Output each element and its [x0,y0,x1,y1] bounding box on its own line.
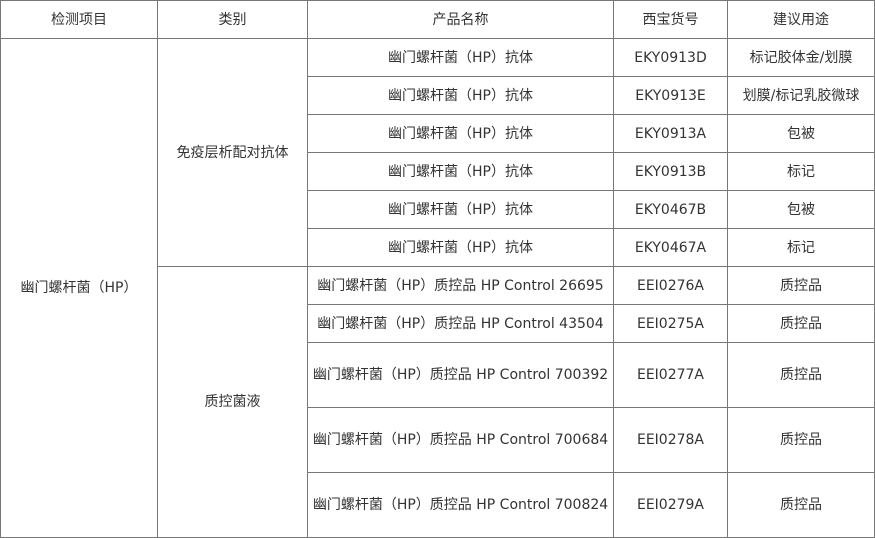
product-name: 幽门螺杆菌（HP）质控品 HP Control 26695 [307,266,614,305]
product-name: 幽门螺杆菌（HP）质控品 HP Control 43504 [307,304,614,343]
product-code: EEI0279A [613,472,728,538]
product-name: 幽门螺杆菌（HP）质控品 HP Control 700684 [307,407,614,473]
table-row: 幽门螺杆菌（HP）质控品 HP Control 700684 EEI0278A … [1,407,875,473]
table-row: 幽门螺杆菌（HP）质控品 HP Control 700824 EEI0279A … [1,472,875,538]
product-code: EEI0276A [613,266,728,305]
product-code: EKY0467B [613,190,728,229]
product-code: EKY0913E [613,76,728,115]
product-name: 幽门螺杆菌（HP）质控品 HP Control 700392 [307,342,614,408]
product-name: 幽门螺杆菌（HP）抗体 [307,228,614,267]
product-use: 标记胶体金/划膜 [727,38,875,77]
product-code: EEI0278A [613,407,728,473]
table-row: 幽门螺杆菌（HP）抗体 EKY0913A 包被 [1,114,875,153]
header-category: 类别 [157,0,308,39]
product-use: 包被 [727,114,875,153]
product-name: 幽门螺杆菌（HP）抗体 [307,152,614,191]
product-code: EKY0913B [613,152,728,191]
table-row: 幽门螺杆菌（HP）质控品 HP Control 43504 EEI0275A 质… [1,304,875,343]
category-cell: 质控菌液 [157,266,308,538]
product-use: 包被 [727,190,875,229]
product-name: 幽门螺杆菌（HP）抗体 [307,190,614,229]
table-row: 质控菌液 幽门螺杆菌（HP）质控品 HP Control 26695 EEI02… [1,266,875,538]
product-code: EKY0913A [613,114,728,153]
product-code: EEI0275A [613,304,728,343]
product-use: 质控品 [727,266,875,305]
product-name: 幽门螺杆菌（HP）质控品 HP Control 700824 [307,472,614,538]
product-name: 幽门螺杆菌（HP）抗体 [307,114,614,153]
detection-item-cell: 幽门螺杆菌（HP） [0,38,158,538]
product-code: EEI0277A [613,342,728,408]
header-detection-item: 检测项目 [0,0,158,39]
product-use: 标记 [727,152,875,191]
table-row: 幽门螺杆菌（HP）抗体 EKY0913B 标记 [1,152,875,191]
table-row: 幽门螺杆菌（HP）质控品 HP Control 700392 EEI0277A … [1,342,875,408]
product-use: 标记 [727,228,875,267]
header-product-name: 产品名称 [307,0,614,39]
product-code: EKY0913D [613,38,728,77]
table-row: 幽门螺杆菌（HP）抗体 EKY0913E 划膜/标记乳胶微球 [1,76,875,115]
table-row: 幽门螺杆菌（HP）抗体 EKY0467A 标记 [1,228,875,267]
header-code: 西宝货号 [613,0,728,39]
table-row: 幽门螺杆菌（HP）抗体 EKY0467B 包被 [1,190,875,229]
category-cell: 免疫层析配对抗体 [157,38,308,267]
product-name: 幽门螺杆菌（HP）抗体 [307,76,614,115]
product-use: 质控品 [727,407,875,473]
product-code: EKY0467A [613,228,728,267]
header-row: 检测项目 类别 产品名称 西宝货号 建议用途 [0,0,875,39]
header-use: 建议用途 [727,0,875,39]
table-row: 幽门螺杆菌（HP） 免疫层析配对抗体 幽门螺杆菌（HP）抗体 EKY0913D … [0,38,875,538]
product-use: 质控品 [727,342,875,408]
product-use: 质控品 [727,304,875,343]
product-name: 幽门螺杆菌（HP）抗体 [307,38,614,77]
product-use: 划膜/标记乳胶微球 [727,76,875,115]
product-use: 质控品 [727,472,875,538]
